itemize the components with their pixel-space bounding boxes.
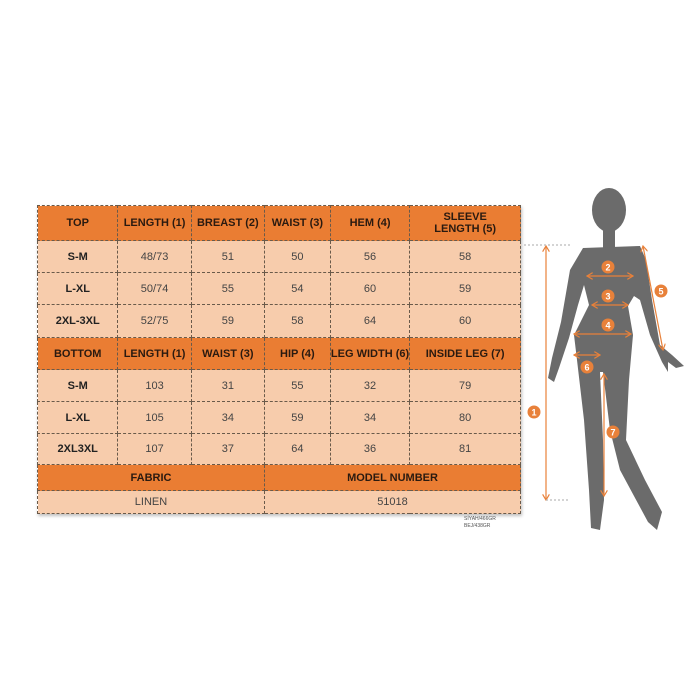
silhouette-neck: [603, 226, 615, 248]
marker-6: 6: [580, 360, 594, 374]
header-cell: WAIST (3): [190, 337, 265, 370]
value-cell: 80: [409, 401, 521, 434]
size-cell: L-XL: [36, 401, 119, 434]
value-cell: 60: [409, 304, 521, 338]
top-header-row: TOP LENGTH (1) BREAST (2) WAIST (3) HEM …: [36, 205, 521, 241]
value-cell: 64: [329, 304, 411, 338]
weight-black: SİYAH/466GR: [464, 516, 496, 522]
table-row: 2XL-3XL 52/75 59 58 64 60: [36, 304, 521, 338]
silhouette: [548, 188, 684, 530]
marker-2: 2: [601, 260, 615, 274]
value-cell: 59: [190, 304, 265, 338]
value-cell: 48/73: [117, 240, 192, 273]
value-cell: 60: [329, 272, 411, 305]
value-cell: 107: [117, 433, 192, 465]
marker-4: 4: [601, 318, 615, 332]
value-cell: 51: [190, 240, 265, 273]
weight-note: SİYAH/466GR BEJ/438GR: [464, 516, 496, 530]
value-cell: 36: [329, 433, 411, 465]
measurement-markers: 1 2 3 4 5 6 7: [527, 260, 668, 439]
size-cell: S-M: [36, 369, 119, 402]
value-cell: 79: [409, 369, 521, 402]
size-cell: S-M: [36, 240, 119, 273]
value-cell: 105: [117, 401, 192, 434]
svg-text:7: 7: [610, 428, 615, 438]
header-cell: TOP: [36, 205, 119, 241]
value-cell: 58: [263, 304, 331, 338]
svg-text:6: 6: [584, 363, 589, 373]
fabric-label: FABRIC: [37, 464, 265, 491]
footer-header-row: FABRIC MODEL NUMBER: [37, 464, 522, 491]
model-number-value: 51018: [263, 490, 522, 514]
model-number-label: MODEL NUMBER: [263, 464, 522, 491]
svg-text:5: 5: [658, 287, 663, 297]
value-cell: 56: [329, 240, 411, 273]
footer-row: LINEN 51018: [37, 490, 522, 514]
header-cell: SLEEVE LENGTH (5): [409, 205, 521, 241]
size-chart-table: TOP LENGTH (1) BREAST (2) WAIST (3) HEM …: [36, 205, 522, 514]
value-cell: 59: [263, 401, 331, 434]
value-cell: 52/75: [117, 304, 192, 338]
value-cell: 31: [190, 369, 265, 402]
measurement-arrows: [524, 244, 663, 500]
arrow-sleeve: [643, 246, 663, 350]
table-row: 2XL3XL 107 37 64 36 81: [36, 433, 521, 465]
value-cell: 34: [190, 401, 265, 434]
header-cell: LENGTH (1): [117, 337, 192, 370]
svg-text:4: 4: [605, 321, 610, 331]
table-row: S-M 103 31 55 32 79: [36, 369, 521, 402]
fabric-value: LINEN: [37, 490, 265, 514]
size-cell: L-XL: [36, 272, 119, 305]
bottom-header-row: BOTTOM LENGTH (1) WAIST (3) HIP (4) LEG …: [36, 337, 521, 370]
header-cell: BOTTOM: [36, 337, 119, 370]
silhouette-head: [592, 188, 626, 232]
weight-beige: BEJ/438GR: [464, 523, 491, 529]
value-cell: 64: [263, 433, 331, 465]
value-cell: 55: [263, 369, 331, 402]
header-cell: HIP (4): [263, 337, 331, 370]
value-cell: 37: [190, 433, 265, 465]
header-cell: INSIDE LEG (7): [409, 337, 521, 370]
value-cell: 103: [117, 369, 192, 402]
header-cell: WAIST (3): [263, 205, 331, 241]
marker-7: 7: [606, 425, 620, 439]
size-cell: 2XL-3XL: [36, 304, 119, 338]
header-cell: LEG WIDTH (6): [329, 337, 411, 370]
header-cell: HEM (4): [329, 205, 411, 241]
svg-text:2: 2: [605, 263, 610, 273]
table-row: L-XL 50/74 55 54 60 59: [36, 272, 521, 305]
svg-text:3: 3: [605, 292, 610, 302]
marker-3: 3: [601, 289, 615, 303]
value-cell: 59: [409, 272, 521, 305]
marker-1: 1: [527, 405, 541, 419]
marker-5: 5: [654, 284, 668, 298]
svg-text:1: 1: [531, 408, 536, 418]
table-row: S-M 48/73 51 50 56 58: [36, 240, 521, 273]
value-cell: 81: [409, 433, 521, 465]
value-cell: 54: [263, 272, 331, 305]
value-cell: 50: [263, 240, 331, 273]
